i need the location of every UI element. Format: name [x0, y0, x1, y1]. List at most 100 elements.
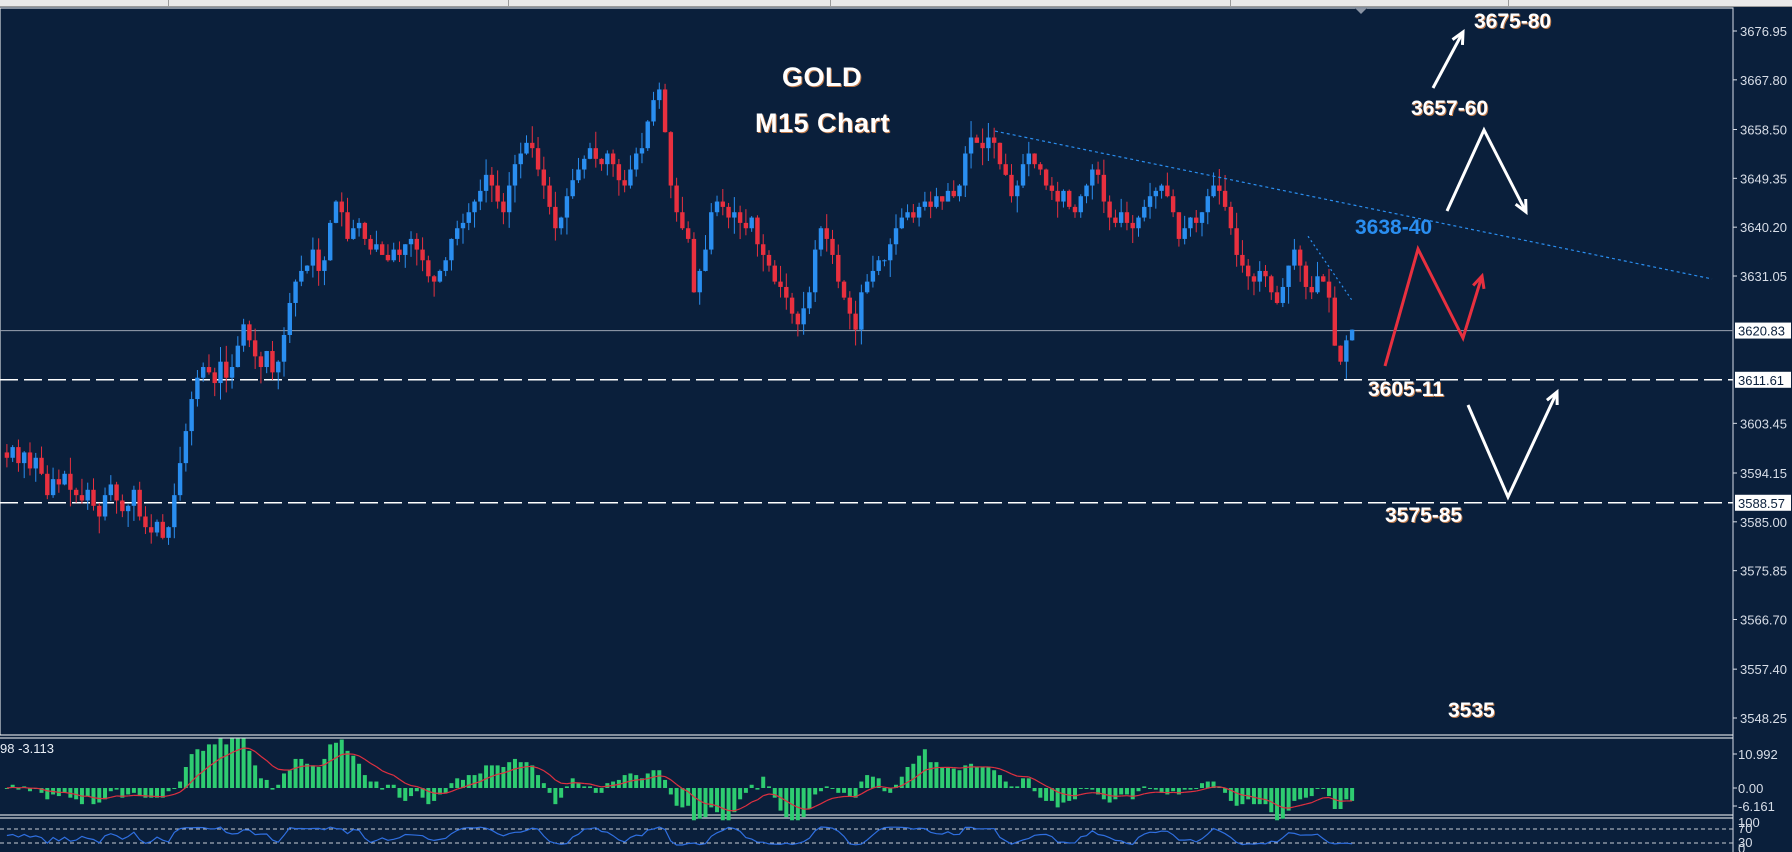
candle-body [437, 270, 443, 282]
candle-body [183, 431, 189, 464]
macd-histogram-bar [507, 762, 512, 788]
candle-body [1095, 169, 1101, 175]
macd-histogram-bar [951, 768, 956, 788]
macd-histogram-bar [888, 788, 893, 793]
macd-signal-line [532, 765, 539, 769]
macd-histogram-bar [1044, 788, 1049, 801]
macd-signal-line [838, 795, 845, 798]
macd-signal-line [537, 767, 545, 772]
candle-body [582, 158, 587, 170]
macd-histogram-bar [420, 788, 425, 798]
candle-body [431, 276, 437, 282]
y-tick-label: 3548.25 [1740, 711, 1787, 726]
macd-histogram-bar [45, 788, 50, 800]
macd-signal-line [1300, 803, 1307, 807]
candle-body [876, 260, 881, 271]
candle-body [622, 180, 627, 186]
candle-body [680, 212, 685, 229]
macd-histogram-bar [593, 788, 598, 793]
macd-histogram-bar [270, 788, 275, 790]
macd-signal-line [1069, 794, 1076, 797]
macd-signal-line [1028, 776, 1035, 780]
macd-histogram-bar [1205, 781, 1210, 788]
macd-signal-line [745, 801, 752, 807]
candle-body [22, 452, 27, 464]
candle-body [980, 142, 985, 149]
candle-body [1078, 196, 1083, 213]
candle-body [143, 516, 148, 528]
macd-histogram-bar [1332, 788, 1337, 809]
macd-histogram-bar [1344, 788, 1349, 800]
macd-signal-line [1074, 793, 1081, 797]
macd-histogram-bar [836, 788, 841, 793]
candle-body [483, 174, 489, 191]
macd-signal-line [278, 768, 285, 771]
macd-signal-line [1132, 794, 1139, 797]
macd-histogram-bar [1136, 788, 1141, 792]
macd-signal-line [687, 791, 695, 798]
macd-histogram-bar [974, 767, 979, 788]
macd-histogram-bar [472, 775, 477, 788]
macd-histogram-bar [1119, 788, 1124, 795]
macd-signal-line [791, 803, 799, 808]
candle-body [963, 153, 968, 186]
macd-signal-line [87, 795, 94, 799]
macd-histogram-bar [218, 738, 223, 788]
candle-body [1228, 206, 1234, 229]
candle-body [691, 238, 697, 293]
macd-histogram-bar [172, 788, 177, 789]
macd-signal-line [335, 753, 343, 759]
macd-histogram-bar [4, 788, 9, 789]
macd-signal-line [70, 792, 77, 796]
macd-histogram-bar [201, 750, 206, 788]
macd-histogram-bar [813, 788, 818, 795]
candle-body [812, 249, 818, 293]
macd-signal-line [295, 765, 302, 769]
macd-histogram-bar [264, 779, 269, 788]
candle-body [1326, 281, 1332, 298]
macd-histogram-bar [738, 788, 743, 800]
macd-histogram-bar [166, 788, 171, 792]
macd-histogram-bar [97, 788, 102, 803]
candle-body [1090, 169, 1095, 186]
macd-signal-line [965, 766, 972, 769]
candle-body [489, 174, 495, 186]
macd-signal-line [254, 751, 262, 757]
candle-body [928, 201, 933, 207]
candle-body [870, 270, 876, 282]
candle-body [27, 452, 33, 469]
candle-body [726, 206, 731, 218]
candle-body [1130, 222, 1135, 229]
macd-signal-line [41, 788, 48, 792]
macd-signal-line [1190, 790, 1197, 793]
candle-body [714, 201, 720, 213]
candle-body [403, 244, 408, 255]
macd-signal-line [1097, 792, 1104, 795]
candle-body [570, 180, 575, 197]
candle-body [795, 313, 801, 325]
candle-body [807, 292, 812, 309]
candle-body [247, 324, 252, 341]
macd-histogram-bar [103, 788, 108, 800]
macd-signal-line [1236, 792, 1243, 796]
macd-signal-line [711, 803, 718, 807]
macd-histogram-bar [732, 788, 737, 813]
rsi-tick-label: 0 [1738, 841, 1745, 852]
candle-body [784, 286, 789, 298]
macd-histogram-bar [501, 767, 506, 788]
current-price-tag [1735, 322, 1791, 339]
macd-histogram-bar [668, 788, 673, 795]
macd-signal-line [734, 808, 741, 812]
candle-body [339, 201, 344, 213]
macd-signal-line [174, 791, 181, 795]
macd-signal-line [566, 782, 573, 785]
downtrend-line [994, 130, 1713, 280]
macd-signal-line [24, 786, 31, 789]
macd-histogram-bar [969, 763, 974, 788]
macd-signal-line [93, 797, 100, 800]
candle-body [1182, 228, 1187, 239]
macd-signal-line [647, 776, 654, 780]
candle-body [10, 447, 15, 458]
candle-body [1026, 153, 1031, 165]
